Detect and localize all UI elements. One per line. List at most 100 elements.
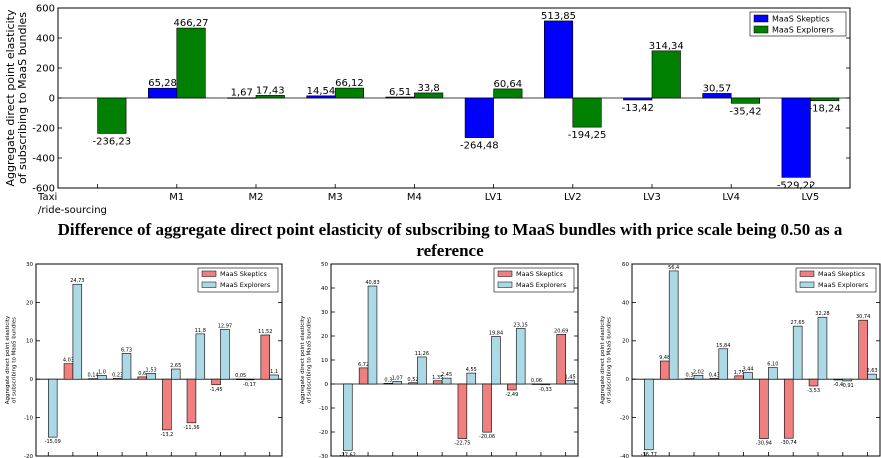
y-tick-label: 20: [622, 339, 629, 345]
legend-swatch: [201, 281, 217, 288]
data-label: -15,09: [45, 439, 61, 445]
legend-label: MaaS Explorers: [516, 281, 567, 289]
skeptics-bar-lv5: [781, 97, 811, 178]
y-tick-label: 400: [36, 34, 55, 45]
figure-heading: Difference of aggregate direct point ela…: [57, 220, 843, 260]
legend-swatch: [753, 25, 769, 34]
data-label: -18,24: [809, 104, 841, 115]
explorers-bar-m4: [414, 92, 444, 99]
explorers-bar-m1: [668, 270, 679, 380]
data-label: -1,45: [210, 387, 223, 393]
data-label: -194,25: [568, 130, 607, 141]
explorers-bar-taxi: [644, 378, 654, 451]
explorers-bar-m3: [121, 353, 132, 380]
legend-label: MaaS Skeptics: [516, 270, 563, 278]
y-tick-label: 60: [622, 262, 629, 268]
skeptics-bar-lv1: [162, 378, 172, 431]
explorers-bar-lv2: [195, 333, 206, 380]
data-label: -30,74: [781, 440, 797, 446]
data-label: -0,4: [833, 382, 843, 388]
explorers-bar-m2: [255, 95, 285, 99]
y-axis-label: of subscribing to MaaS bundles: [307, 317, 313, 403]
skeptics-bar-lv5: [556, 334, 566, 385]
data-label: 0,3: [686, 373, 694, 379]
explorers-bar-lv4: [842, 378, 853, 382]
skeptics-bar-lv4: [531, 383, 542, 385]
skeptics-bar-lv1: [457, 383, 468, 439]
skeptics-bar-m1: [659, 360, 670, 380]
y-axis-label: Aggregate direct point elasticity: [5, 315, 11, 404]
x-tick-label: /ride-sourcing: [38, 205, 107, 216]
data-label: 1,53: [146, 367, 157, 373]
data-label: 1,45: [565, 375, 576, 381]
data-label: -13,42: [622, 103, 654, 114]
data-label: 1,0: [98, 369, 106, 375]
explorers-bar-lv5: [810, 97, 840, 102]
x-tick-label: LV2: [564, 192, 582, 203]
y-tick-label: 200: [36, 64, 55, 75]
skeptics-bar-lv2: [783, 378, 794, 439]
skeptics-bar-m2: [88, 378, 98, 380]
y-tick-label: 0: [626, 377, 630, 383]
explorers-bar-lv3: [817, 316, 828, 380]
data-label: 2,45: [441, 372, 452, 378]
skeptics-bar-lv5: [260, 334, 270, 380]
y-axis-label: of subscribing to MaaS bundles: [607, 317, 613, 403]
y-tick-label: 40: [321, 286, 328, 292]
data-label: -20,06: [479, 434, 495, 440]
skeptics-bar-m1: [147, 87, 178, 99]
data-label: 1,75: [734, 370, 745, 376]
x-tick-label: Taxi: [37, 192, 57, 203]
data-label: -13,2: [160, 432, 173, 438]
y-tick-label: 50: [321, 262, 328, 268]
data-label: 23,15: [514, 322, 528, 328]
data-label: -30,94: [756, 441, 772, 447]
y-tick-label: -20: [319, 430, 328, 436]
data-label: 2,65: [170, 363, 181, 369]
skeptics-bar-lv5: [858, 319, 868, 380]
explorers-bar-m4: [743, 372, 753, 380]
skeptics-bar-lv3: [623, 97, 653, 101]
data-label: 0,3: [384, 377, 392, 383]
skeptics-bar-m4: [734, 375, 744, 380]
explorers-bar-lv5: [867, 373, 877, 380]
data-label: 15,84: [716, 343, 730, 349]
y-tick-label: 0: [325, 382, 329, 388]
data-label: -11,36: [183, 425, 199, 431]
explorers-bar-lv1: [466, 372, 477, 385]
data-label: 66,12: [335, 78, 364, 89]
data-label: 1,35: [432, 375, 443, 381]
legend-label: MaaS Explorers: [220, 281, 271, 289]
skeptics-bar-lv3: [808, 378, 819, 387]
x-tick-label: LV5: [802, 192, 820, 203]
explorers-bar-m4: [441, 377, 452, 385]
explorers-bar-lv2: [792, 325, 803, 380]
y-tick-label: 0: [30, 377, 34, 383]
legend-label: MaaS Skeptics: [220, 270, 267, 278]
explorers-bar-taxi: [97, 97, 127, 134]
data-label: 14,54: [307, 86, 336, 97]
data-label: 0,52: [407, 377, 418, 383]
data-label: 6,10: [767, 361, 778, 367]
explorers-bar-m2: [693, 375, 704, 380]
y-axis-label: Aggregate direct point elasticity: [300, 315, 306, 404]
data-label: 32,28: [815, 311, 829, 317]
data-label: -2,49: [505, 392, 518, 398]
data-label: -529,22: [777, 180, 816, 191]
skeptics-bar-m3: [112, 378, 123, 380]
data-label: -3,53: [807, 388, 820, 394]
data-label: -36,77: [641, 452, 657, 458]
skeptics-bar-m4: [432, 380, 443, 385]
skeptics-bar-lv4: [702, 93, 732, 99]
data-label: 0,06: [531, 378, 542, 384]
data-label: 33,8: [418, 83, 440, 94]
y-tick-label: -40: [620, 454, 629, 458]
data-label: 6,73: [121, 347, 132, 353]
data-label: 24,73: [70, 278, 84, 284]
y-tick-label: 20: [321, 334, 328, 340]
explorers-bar-m3: [718, 348, 729, 380]
x-tick-label: M4: [407, 192, 422, 203]
data-label: -264,48: [460, 141, 499, 152]
y-tick-label: -400: [32, 154, 55, 165]
